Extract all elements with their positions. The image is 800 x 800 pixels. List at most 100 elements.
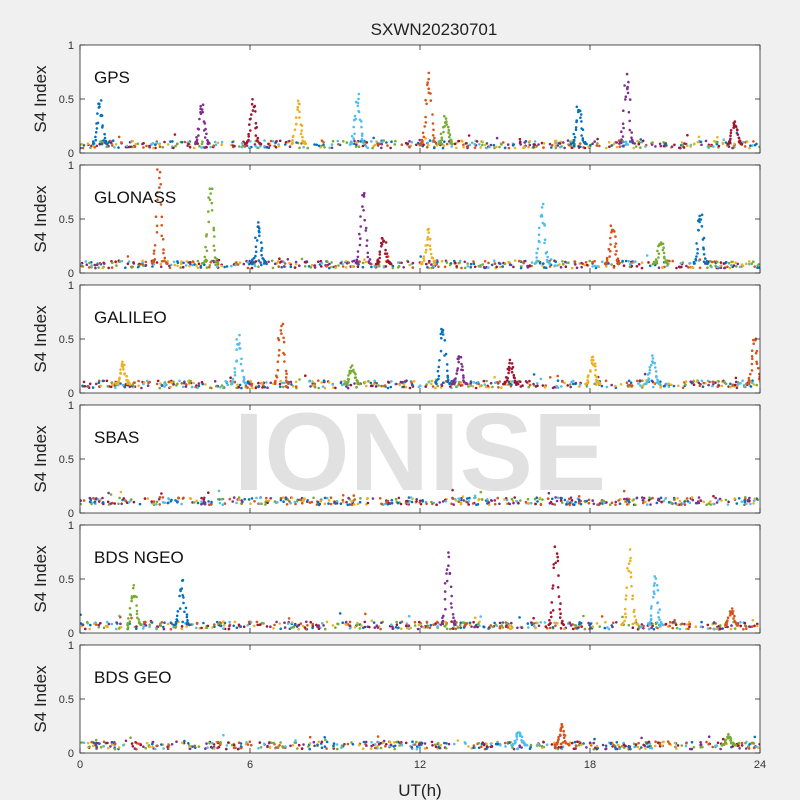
- data-point: [518, 259, 521, 263]
- data-point: [310, 263, 314, 267]
- data-point: [294, 380, 298, 384]
- data-point: [163, 140, 166, 144]
- data-point: [376, 735, 380, 738]
- data-point: [158, 503, 161, 506]
- data-point: [471, 385, 475, 388]
- data-point: [142, 142, 145, 145]
- data-point: [109, 502, 113, 505]
- spike-point: [244, 382, 248, 386]
- data-point: [723, 266, 726, 270]
- data-point: [325, 260, 329, 263]
- data-point: [680, 265, 683, 269]
- spike-point: [128, 607, 132, 610]
- data-point: [615, 141, 619, 144]
- data-point: [312, 740, 316, 744]
- data-point: [299, 622, 303, 625]
- data-point: [190, 385, 194, 389]
- data-point: [279, 498, 283, 502]
- data-point: [361, 261, 365, 265]
- data-point: [94, 738, 98, 742]
- spike-point: [587, 374, 590, 377]
- data-point: [364, 740, 368, 744]
- spike-point: [445, 363, 449, 366]
- data-point: [642, 743, 645, 747]
- spike-point: [446, 380, 450, 384]
- data-point: [309, 266, 313, 269]
- data-point: [538, 262, 542, 265]
- data-point: [753, 624, 756, 628]
- data-point: [516, 747, 519, 751]
- spike-point: [207, 210, 210, 213]
- data-point: [498, 502, 501, 506]
- spike-point: [121, 365, 125, 369]
- data-point: [524, 500, 528, 504]
- data-point: [330, 143, 334, 146]
- data-point: [140, 262, 143, 266]
- data-point: [281, 746, 285, 749]
- data-point: [628, 265, 632, 269]
- spike-point: [431, 134, 435, 137]
- data-point: [519, 380, 522, 384]
- spike-point: [755, 362, 759, 366]
- data-point: [339, 381, 343, 385]
- spike-point: [696, 252, 699, 255]
- spike-point: [358, 243, 362, 247]
- data-point: [572, 747, 576, 750]
- data-point: [106, 500, 110, 504]
- data-point: [289, 265, 293, 269]
- data-point: [163, 385, 166, 388]
- data-point: [323, 386, 327, 390]
- data-point: [325, 265, 328, 268]
- data-point: [313, 264, 316, 267]
- data-point: [94, 266, 97, 270]
- data-point: [594, 266, 598, 270]
- data-point: [376, 142, 380, 146]
- data-point: [752, 260, 755, 264]
- data-point: [554, 144, 558, 148]
- data-point: [534, 502, 537, 506]
- spike-point: [585, 142, 588, 146]
- data-point: [208, 386, 212, 390]
- data-point: [642, 624, 645, 628]
- data-point: [686, 144, 689, 147]
- data-point: [676, 497, 679, 500]
- spike-point: [655, 381, 659, 384]
- data-point: [551, 497, 554, 501]
- data-point: [688, 261, 692, 265]
- spike-point: [204, 258, 208, 262]
- data-point: [646, 745, 650, 749]
- data-point: [729, 264, 733, 267]
- data-point: [373, 626, 377, 629]
- data-point: [284, 141, 288, 144]
- spike-point: [101, 126, 104, 129]
- data-point: [684, 744, 688, 748]
- data-point: [483, 143, 487, 147]
- spike-point: [94, 138, 98, 142]
- data-point: [489, 624, 493, 627]
- data-point: [570, 741, 574, 745]
- spike-point: [439, 132, 443, 136]
- data-point: [450, 620, 453, 623]
- data-point: [423, 747, 427, 750]
- data-point: [709, 500, 712, 503]
- spike-point: [381, 237, 384, 240]
- data-point: [211, 741, 214, 745]
- data-point: [508, 741, 511, 744]
- data-point: [242, 625, 246, 628]
- data-point: [320, 381, 323, 384]
- data-point: [622, 743, 626, 747]
- data-point: [259, 746, 263, 749]
- data-point: [490, 745, 494, 748]
- data-point: [532, 146, 535, 149]
- data-point: [125, 144, 129, 148]
- data-point: [373, 743, 377, 746]
- spike-point: [428, 237, 432, 241]
- data-point: [451, 497, 455, 501]
- y-tick-label: 0.5: [59, 94, 74, 106]
- data-point: [110, 381, 113, 384]
- data-point: [358, 743, 361, 747]
- data-point: [187, 742, 190, 745]
- data-point: [611, 625, 614, 629]
- data-point: [654, 145, 657, 148]
- spike-point: [558, 608, 562, 611]
